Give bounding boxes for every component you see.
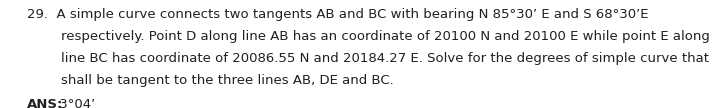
Text: ANS:: ANS: <box>27 98 64 108</box>
Text: line BC has coordinate of 20086.55 N and 20184.27 E. Solve for the degrees of si: line BC has coordinate of 20086.55 N and… <box>27 52 710 65</box>
Text: 3°04’: 3°04’ <box>55 98 95 108</box>
Text: 29.  A simple curve connects two tangents AB and BC with bearing N 85°30’ E and : 29. A simple curve connects two tangents… <box>27 8 649 21</box>
Text: shall be tangent to the three lines AB, DE and BC.: shall be tangent to the three lines AB, … <box>27 74 394 87</box>
Text: respectively. Point D along line AB has an coordinate of 20100 N and 20100 E whi: respectively. Point D along line AB has … <box>27 30 710 43</box>
